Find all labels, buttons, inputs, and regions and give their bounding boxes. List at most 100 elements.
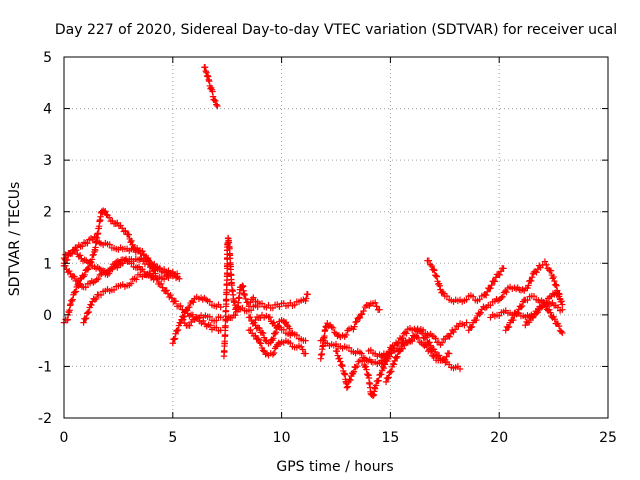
data-point (255, 336, 262, 343)
data-point (555, 322, 563, 330)
data-point (398, 335, 405, 343)
data-point (385, 374, 392, 381)
data-point (72, 247, 80, 254)
data-point (84, 240, 91, 247)
data-point (291, 301, 298, 309)
data-point (426, 339, 433, 346)
data-point (69, 272, 77, 280)
data-point (122, 227, 129, 235)
data-point (533, 269, 540, 276)
data-point (82, 314, 90, 322)
data-point (206, 313, 213, 320)
data-point (325, 322, 332, 330)
data-point (153, 276, 161, 284)
data-point (442, 356, 449, 364)
data-point (275, 323, 282, 330)
data-point (262, 351, 269, 358)
data-point (553, 282, 560, 289)
data-point (559, 306, 566, 313)
data-point (356, 314, 364, 322)
y-tick-label: 0 (43, 308, 52, 324)
data-point (487, 284, 494, 292)
data-point (352, 364, 359, 371)
data-point (85, 264, 92, 272)
data-point (151, 267, 158, 274)
data-point (505, 323, 513, 331)
data-point (286, 325, 293, 332)
data-point (408, 336, 415, 344)
data-point (518, 302, 526, 310)
data-point (256, 325, 263, 332)
data-point (91, 296, 99, 303)
data-point (517, 303, 525, 311)
data-point (351, 323, 358, 330)
data-point (262, 336, 269, 344)
data-point (430, 266, 437, 273)
data-point (543, 299, 550, 306)
data-point (525, 282, 532, 289)
data-point (67, 250, 74, 258)
data-point (498, 294, 505, 301)
data-point (76, 252, 84, 259)
series-t20 (424, 257, 507, 305)
data-point (390, 361, 398, 368)
data-point (169, 340, 176, 347)
data-point (427, 261, 434, 268)
data-point (551, 316, 558, 323)
data-point (144, 256, 151, 263)
data-point (293, 331, 301, 339)
data-point (232, 312, 239, 319)
y-axis-title: SDTVAR / TECUs (7, 182, 23, 297)
data-point (139, 247, 146, 255)
data-point (384, 375, 391, 382)
data-point (171, 335, 179, 342)
data-point (283, 321, 291, 329)
data-point (537, 304, 545, 311)
data-point (140, 252, 147, 259)
data-point (363, 366, 370, 373)
data-point (386, 353, 394, 360)
data-point (510, 316, 517, 324)
y-tick-label: 5 (43, 50, 52, 66)
data-point (345, 344, 353, 351)
data-point (550, 273, 557, 281)
data-point (106, 241, 113, 248)
data-point (539, 303, 546, 310)
data-point (482, 291, 490, 299)
data-point (256, 339, 264, 347)
data-point (477, 309, 484, 316)
data-point (360, 307, 367, 315)
data-point (259, 347, 267, 354)
data-point (289, 329, 296, 337)
data-point (456, 365, 464, 373)
data-point (513, 310, 520, 318)
data-point (174, 326, 182, 334)
data-point (163, 287, 170, 294)
data-point (528, 273, 536, 281)
data-point (428, 262, 435, 270)
data-point (212, 97, 219, 105)
data-point (353, 318, 360, 325)
data-point (339, 362, 346, 370)
data-point (247, 307, 255, 314)
data-point (337, 358, 344, 365)
data-point (336, 355, 343, 362)
data-point (514, 309, 521, 316)
data-point (496, 312, 503, 319)
data-point (125, 231, 133, 238)
data-point (302, 337, 309, 344)
data-point (97, 291, 105, 299)
data-point (388, 368, 395, 375)
data-point (72, 288, 80, 295)
data-point (343, 384, 351, 391)
data-point (394, 353, 401, 360)
data-point (282, 319, 290, 326)
data-point (102, 208, 109, 215)
data-point (419, 326, 427, 334)
data-point (338, 361, 346, 369)
data-point (272, 329, 280, 336)
data-point (71, 273, 78, 280)
data-point (381, 361, 389, 368)
data-point (287, 339, 294, 347)
